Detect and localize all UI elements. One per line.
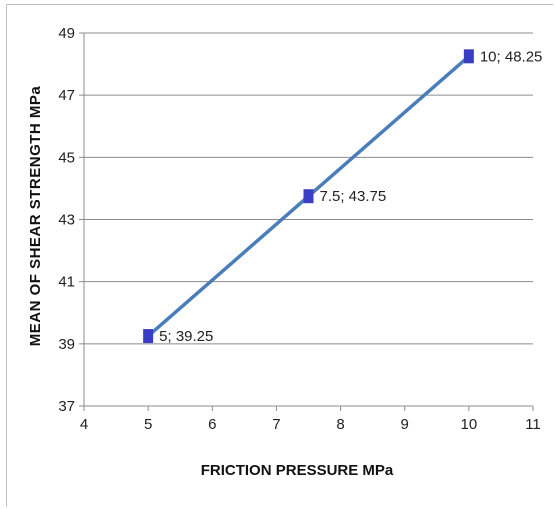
- y-tick-label: 41: [58, 274, 75, 291]
- x-tick-label: 10: [461, 416, 478, 433]
- data-point-marker: [463, 49, 474, 64]
- axes: [79, 32, 534, 411]
- y-tick-label: 47: [58, 87, 75, 104]
- y-tick-label: 37: [58, 398, 75, 415]
- chart-frame: [6, 4, 553, 507]
- data-label: 10; 48.25: [480, 48, 543, 65]
- data-series: 5; 39.25 7.5; 43.75 10; 48.25: [143, 48, 542, 345]
- x-tick-label: 4: [80, 416, 88, 433]
- x-axis-title: FRICTION PRESSURE MPa: [201, 462, 394, 479]
- y-tick-label: 43: [58, 212, 75, 229]
- x-tick-label: 6: [208, 416, 216, 433]
- x-tick-label: 8: [336, 416, 344, 433]
- y-tick-label: 39: [58, 336, 75, 353]
- x-tick-label: 11: [525, 416, 541, 433]
- y-tick-labels: 37 39 41 43 45 47 49: [58, 25, 75, 415]
- y-tick-label: 45: [58, 149, 75, 166]
- x-tick-label: 7: [272, 416, 280, 433]
- data-label: 5; 39.25: [159, 328, 213, 345]
- y-tick-label: 49: [58, 25, 75, 42]
- x-tick-label: 5: [144, 416, 152, 433]
- x-tick-labels: 4 5 6 7 8 9 10 11: [80, 416, 541, 433]
- y-axis-title: MEAN OF SHEAR STRENGTH MPa: [27, 86, 44, 347]
- data-point-marker: [143, 329, 154, 344]
- gridlines: [84, 32, 533, 345]
- data-label: 7.5; 43.75: [320, 188, 387, 205]
- data-point-marker: [303, 189, 314, 204]
- x-tick-label: 9: [401, 416, 409, 433]
